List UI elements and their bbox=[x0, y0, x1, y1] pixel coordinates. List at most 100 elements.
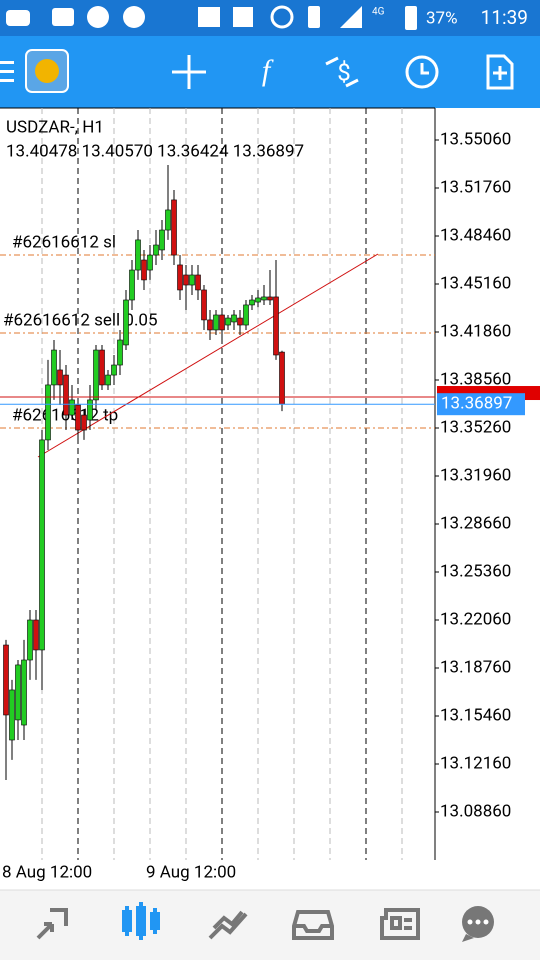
y-tick-label: 13.25360 bbox=[440, 561, 511, 581]
trade-button[interactable]: $ bbox=[325, 56, 359, 88]
candle-body bbox=[129, 269, 135, 301]
candle-body bbox=[165, 209, 171, 231]
candle-body bbox=[3, 644, 9, 716]
menu-button[interactable] bbox=[0, 61, 14, 82]
candle-body bbox=[63, 374, 69, 416]
news-tab[interactable] bbox=[380, 908, 420, 940]
period-button[interactable] bbox=[405, 55, 439, 89]
candle-body bbox=[21, 659, 27, 726]
trend-line bbox=[37, 253, 379, 458]
candle-body bbox=[81, 414, 87, 431]
battery-icon bbox=[405, 6, 417, 30]
order-lines: #62616612 sl#62616612 sell 0.05#62616612… bbox=[0, 233, 435, 429]
y-tick-label: 13.28660 bbox=[440, 513, 511, 533]
trade-tab[interactable] bbox=[208, 910, 248, 940]
candle-body bbox=[183, 274, 189, 286]
candle-body bbox=[39, 439, 45, 651]
y-tick-label: 13.41860 bbox=[440, 321, 511, 341]
y-tick-label: 13.12160 bbox=[440, 753, 511, 773]
mail-icon bbox=[198, 7, 220, 27]
candle-body bbox=[87, 399, 93, 421]
new-order-button[interactable] bbox=[486, 54, 514, 90]
crosshair-button[interactable] bbox=[172, 55, 206, 89]
app-logo[interactable] bbox=[25, 49, 69, 93]
candle-body bbox=[117, 339, 123, 366]
candle-body bbox=[51, 349, 57, 386]
candle-body bbox=[135, 239, 141, 271]
y-tick-label: 13.22060 bbox=[440, 609, 511, 629]
status-icons bbox=[6, 5, 417, 30]
candle-body bbox=[45, 384, 51, 441]
candle-body bbox=[243, 304, 249, 326]
candle-body bbox=[219, 314, 225, 331]
notification-icon bbox=[6, 10, 30, 26]
candle-body bbox=[273, 296, 279, 356]
grid bbox=[41, 108, 403, 860]
y-tick-label: 13.18760 bbox=[440, 657, 511, 677]
candle-body bbox=[267, 296, 273, 301]
ohlc-readout: 13.40478 13.40570 13.36424 13.36897 bbox=[6, 141, 304, 161]
y-tick-label: 13.15460 bbox=[440, 705, 511, 725]
order-label: #62616612 sell 0.05 bbox=[3, 311, 158, 331]
vibrate-icon bbox=[308, 6, 320, 28]
candle-body bbox=[75, 404, 81, 431]
candle-body bbox=[177, 264, 183, 291]
candle-body bbox=[195, 274, 201, 291]
battery-level: 37% bbox=[426, 8, 458, 28]
price-lines: 13.36897 bbox=[0, 386, 540, 416]
x-tick-label: 9 Aug 12:00 bbox=[146, 862, 236, 882]
nav-icons bbox=[36, 902, 494, 942]
bid-marker bbox=[437, 393, 525, 416]
candle-body bbox=[33, 619, 39, 651]
candle-body bbox=[237, 317, 243, 326]
bid-label: 13.36897 bbox=[441, 394, 512, 414]
candle-body bbox=[249, 299, 255, 306]
facebook-icon bbox=[233, 7, 253, 27]
candle-body bbox=[93, 349, 99, 401]
candle-body bbox=[9, 689, 15, 741]
candles bbox=[3, 165, 285, 780]
candle-body bbox=[255, 297, 261, 303]
toolbar bbox=[0, 36, 540, 108]
history-tab[interactable] bbox=[292, 910, 334, 940]
notification-icon bbox=[123, 6, 145, 28]
candle-body bbox=[207, 319, 213, 331]
candle-body bbox=[159, 229, 165, 251]
candle-body bbox=[99, 349, 105, 386]
notification-icon bbox=[87, 6, 109, 28]
candle-body bbox=[279, 351, 285, 405]
candle-body bbox=[171, 199, 177, 256]
y-tick-label: 13.45160 bbox=[440, 273, 511, 293]
x-tick-label: 8 Aug 12:00 bbox=[2, 862, 92, 882]
candle-body bbox=[153, 244, 159, 256]
y-tick-label: 13.38560 bbox=[440, 369, 511, 389]
candle-body bbox=[225, 317, 231, 326]
candle-body bbox=[111, 364, 117, 376]
candle-body bbox=[105, 374, 111, 386]
y-tick-label: 13.55060 bbox=[440, 129, 511, 149]
chart: #62616612 sl#62616612 sell 0.05#62616612… bbox=[0, 107, 540, 882]
candle-body bbox=[57, 369, 63, 386]
candle-body bbox=[141, 259, 147, 281]
order-label: #62616612 sl bbox=[12, 233, 116, 253]
status-bar bbox=[0, 0, 540, 36]
network-type: 4G bbox=[372, 7, 385, 18]
quotes-tab[interactable] bbox=[36, 908, 68, 940]
y-tick-label: 13.51760 bbox=[440, 177, 511, 197]
hotspot-icon bbox=[270, 5, 294, 29]
svg-text:$: $ bbox=[337, 58, 351, 86]
clock: 11:39 bbox=[481, 6, 528, 29]
chart-symbol: USDZAR-, H1 bbox=[6, 117, 104, 137]
candle-body bbox=[213, 314, 219, 331]
candle-body bbox=[27, 619, 33, 661]
price-axis: 13.55060 13.51760 13.48460 13.45160 13.41860… bbox=[435, 129, 511, 821]
toolbar-icons: f $ bbox=[0, 49, 514, 93]
candle-body bbox=[189, 274, 195, 286]
bottom-nav bbox=[0, 890, 540, 960]
chat-tab[interactable] bbox=[462, 906, 494, 942]
candle-body bbox=[15, 664, 21, 721]
chart-tab[interactable] bbox=[122, 902, 160, 940]
time-axis: 8 Aug 12:00 9 Aug 12:00 bbox=[2, 862, 236, 882]
